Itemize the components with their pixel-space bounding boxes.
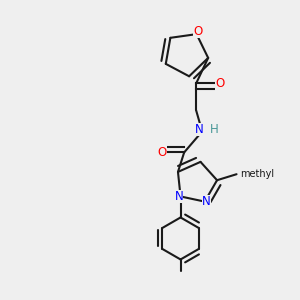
Text: H: H [210, 123, 218, 136]
Text: N: N [175, 190, 183, 203]
Text: N: N [195, 123, 203, 136]
Text: N: N [202, 195, 211, 208]
Text: methyl: methyl [240, 169, 274, 179]
Text: O: O [194, 25, 203, 38]
Text: O: O [158, 146, 167, 159]
Text: O: O [215, 77, 224, 90]
